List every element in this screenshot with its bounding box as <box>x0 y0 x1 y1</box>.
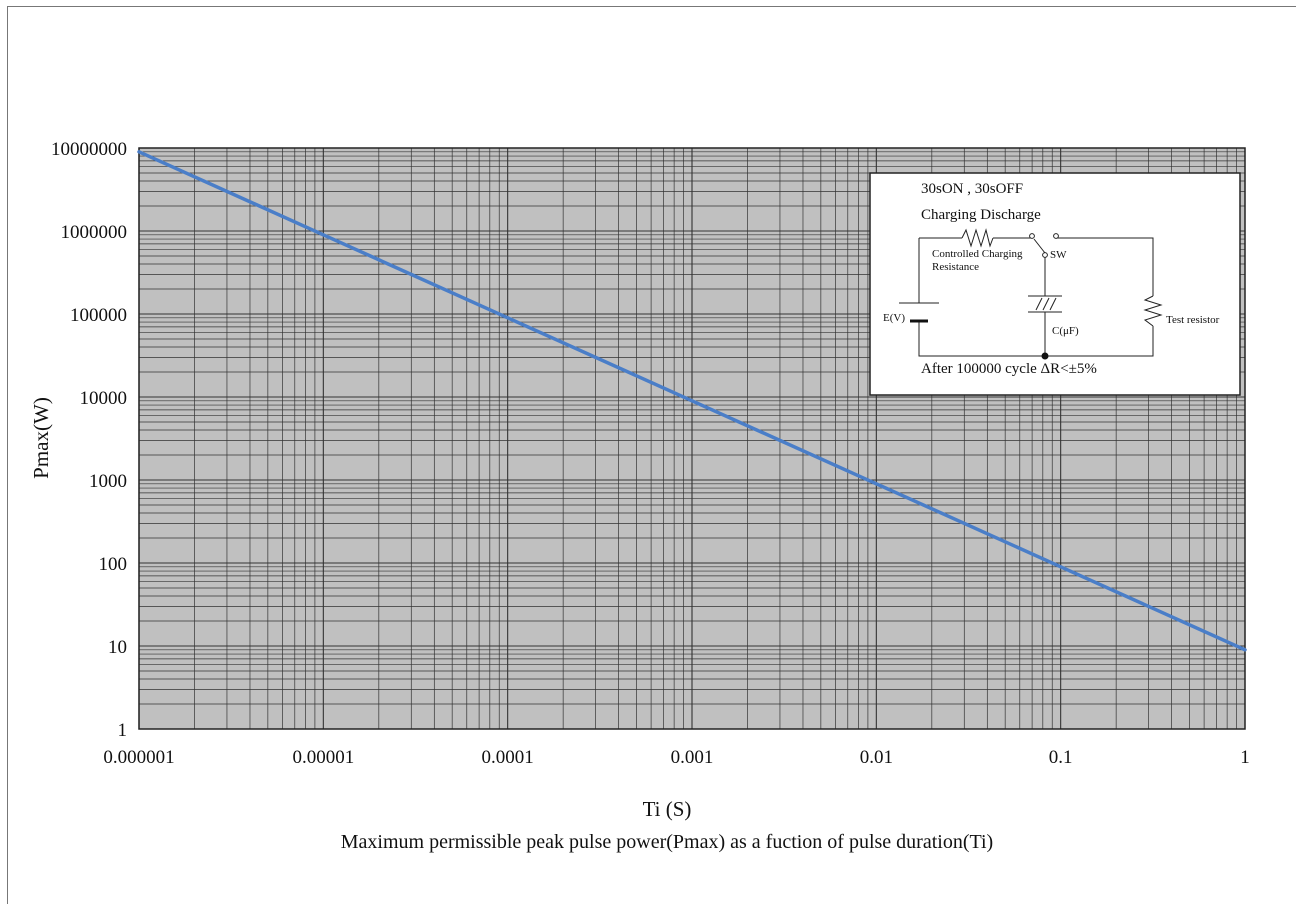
inset-circuit: 30sON , 30sOFF Charging Discharge Contro… <box>869 172 1241 396</box>
y-tick-label: 10000 <box>80 388 128 409</box>
chart-caption: Maximum permissible peak pulse power(Pma… <box>341 831 993 853</box>
x-tick-label: 1 <box>1240 747 1250 768</box>
inset-cycle-text: 30sON , 30sOFF <box>921 181 1023 197</box>
x-tick-labels: 0.000001 0.00001 0.0001 0.001 0.01 0.1 1 <box>103 747 1249 768</box>
y-axis-label: Pmax(W) <box>29 397 53 479</box>
y-tick-label: 10 <box>108 637 127 658</box>
switch-terminal-right <box>1053 233 1059 239</box>
series-group <box>137 150 1247 652</box>
charging-resistor-icon <box>961 228 994 248</box>
plot-border <box>138 147 1246 730</box>
test-resistor-icon <box>1143 295 1163 327</box>
x-axis-label: Ti (S) <box>643 797 692 821</box>
capacitance-label: C(μF) <box>1052 325 1079 337</box>
y-tick-label: 10000000 <box>51 139 127 160</box>
voltage-label: E(V) <box>883 312 905 324</box>
switch-terminal-left <box>1029 233 1035 239</box>
y-tick-label: 100000 <box>70 305 127 326</box>
y-tick-label: 1 <box>118 720 128 741</box>
inset-footer-text: After 100000 cycle ΔR<±5% <box>921 361 1097 377</box>
series-line-0 <box>137 150 1247 652</box>
grid <box>138 148 1245 730</box>
y-tick-labels: 1 10 100 1000 10000 100000 1000000 10000000 <box>51 139 127 741</box>
page-frame <box>7 6 1296 904</box>
x-tick-label: 0.01 <box>860 747 893 768</box>
inset-charging-text: Charging Discharge <box>921 207 1041 223</box>
y-tick-label: 100 <box>99 554 128 575</box>
switch-label: SW <box>1050 249 1067 261</box>
switch-pivot <box>1042 252 1048 258</box>
controlled-charging-label: Controlled Charging <box>932 248 1023 260</box>
y-tick-label: 1000 <box>89 471 127 492</box>
x-tick-label: 0.000001 <box>103 747 174 768</box>
y-tick-label: 1000000 <box>61 222 128 243</box>
x-tick-label: 0.001 <box>671 747 714 768</box>
x-tick-label: 0.1 <box>1049 747 1073 768</box>
switch-arm <box>1033 238 1046 254</box>
capacitor-hatch <box>1035 297 1057 311</box>
junction-dot <box>1041 352 1049 360</box>
inset-box <box>869 172 1241 396</box>
test-resistor-label: Test resistor <box>1166 314 1220 326</box>
x-tick-label: 0.0001 <box>482 747 534 768</box>
resistance-label: Resistance <box>932 261 979 273</box>
x-tick-label: 0.00001 <box>292 747 354 768</box>
circuit-wires <box>918 237 1154 357</box>
